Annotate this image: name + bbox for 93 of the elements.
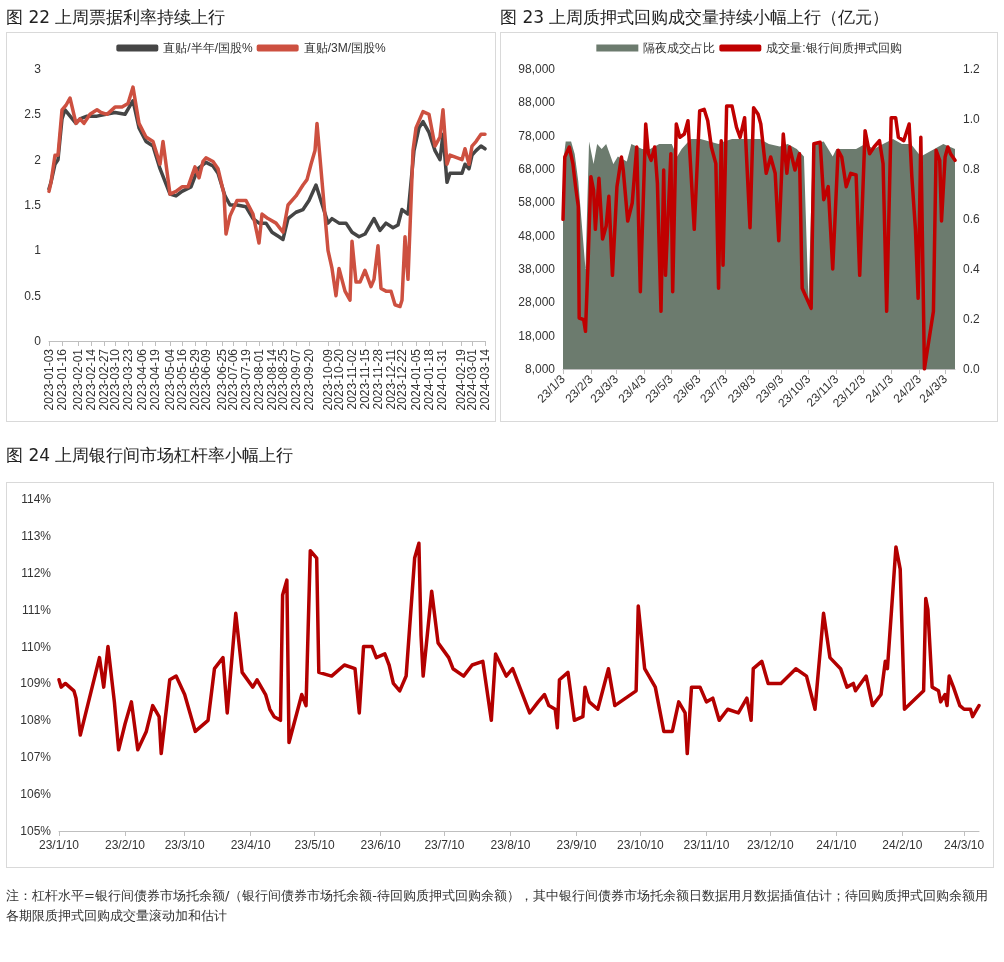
x-tick-label: 2023-04-19 xyxy=(148,348,162,411)
x-tick-label: 24/2/10 xyxy=(882,838,923,852)
y-tick-label: 3 xyxy=(34,62,42,76)
x-tick-label: 2024-01-31 xyxy=(435,348,449,411)
x-tick-label: 2023-12-11 xyxy=(384,348,398,410)
x-tick-label: 2023-11-02 xyxy=(345,348,359,410)
x-tick-label: 2023-02-27 xyxy=(97,348,111,411)
y2-tick-label: 0.8 xyxy=(963,162,981,176)
y2-tick-label: 0.4 xyxy=(963,262,981,276)
chart-title: 图 24 上周银行间市场杠杆率小幅上行 xyxy=(6,444,295,467)
y-tick-label: 2 xyxy=(34,152,42,167)
legend-label: 直贴/半年/国股% xyxy=(163,41,253,55)
x-tick-label: 2023-01-03 xyxy=(42,348,56,411)
x-tick-label: 23/9/10 xyxy=(556,838,597,852)
chart-title: 图 23 上周质押式回购成交量持续小幅上行（亿元） xyxy=(500,6,891,29)
y2-tick-label: 1.2 xyxy=(963,62,981,76)
y-tick-label: 114% xyxy=(21,492,52,506)
y-tick-label: 113% xyxy=(21,528,52,543)
text: 注：杠杆水平=银行间债券市场托余额/（银行间债券市场托余额-待回购质押式回购余额），其中银行间债券市场托余额日数据用月数据插值估计；待回购质押式回购余额用各期限质押式回购成交量滚动加和估计 xyxy=(6,887,989,925)
x-tick-label: 23/8/10 xyxy=(490,838,531,852)
chart-title: 图 22 上周票据利率持续上行 xyxy=(6,6,227,29)
x-tick-label: 2023-11-15 xyxy=(358,348,372,410)
x-tick-label: 23/10/10 xyxy=(617,838,665,852)
x-tick-label: 23/4/10 xyxy=(230,838,272,852)
legend-label: 直贴/3M/国股% xyxy=(303,41,386,55)
x-tick-label: 2023-07-06 xyxy=(226,348,240,411)
x-tick-label: 2023-09-20 xyxy=(302,348,316,411)
y-tick-label: 78,000 xyxy=(518,128,556,143)
x-tick-label: 23/5/10 xyxy=(294,838,335,852)
x-tick-label: 2023-02-01 xyxy=(71,348,85,411)
y-tick-label: 58,000 xyxy=(518,195,556,210)
y-tick-label: 105% xyxy=(20,824,52,838)
y-tick-label: 2.5 xyxy=(24,107,42,122)
x-tick-label: 2023-11-28 xyxy=(371,348,385,410)
y-tick-label: 106% xyxy=(20,787,52,802)
x-tick-label: 2023-10-09 xyxy=(321,348,335,411)
legend-label: 成交量:银行间质押式回购 xyxy=(766,41,902,55)
x-tick-label: 2024-01-18 xyxy=(422,348,436,411)
x-tick-label: 2023-03-10 xyxy=(108,348,122,411)
y2-tick-label: 0.0 xyxy=(963,362,981,376)
legend-label: 隔夜成交占比 xyxy=(643,41,716,55)
x-tick-label: 2023-05-29 xyxy=(188,348,202,411)
x-tick-label: 23/6/10 xyxy=(360,838,401,852)
x-tick-label: 2023-08-14 xyxy=(265,348,279,411)
x-tick-label: 2024-02-19 xyxy=(454,348,468,411)
y-tick-label: 28,000 xyxy=(518,295,556,310)
y-tick-label: 98,000 xyxy=(518,62,556,76)
y-tick-label: 110% xyxy=(21,639,52,654)
y2-tick-label: 0.6 xyxy=(963,212,981,226)
x-tick-label: 2023-08-25 xyxy=(276,348,290,411)
x-tick-label: 23/7/10 xyxy=(424,838,465,852)
y-tick-label: 0.5 xyxy=(24,288,42,303)
y-tick-label: 112% xyxy=(21,565,52,580)
y-tick-label: 1.5 xyxy=(24,198,42,212)
x-tick-label: 2023-09-07 xyxy=(289,348,303,411)
x-tick-label: 2023-08-01 xyxy=(252,348,266,411)
x-tick-label: 2023-12-22 xyxy=(395,348,409,411)
y-tick-label: 18,000 xyxy=(518,328,556,343)
x-tick-label: 24/1/10 xyxy=(816,838,857,852)
x-tick-label: 2023-02-14 xyxy=(84,348,98,411)
y-tick-label: 107% xyxy=(20,750,52,765)
y-tick-label: 48,000 xyxy=(518,228,556,243)
y-tick-label: 38,000 xyxy=(518,262,556,276)
y-tick-label: 1 xyxy=(34,243,42,258)
line-series xyxy=(57,541,981,756)
x-tick-label: 23/11/10 xyxy=(683,838,730,852)
x-tick-label: 2023-06-09 xyxy=(199,348,213,411)
x-tick-label: 2023-04-06 xyxy=(135,348,149,411)
y-tick-label: 109% xyxy=(20,676,52,691)
x-tick-label: 23/2/10 xyxy=(105,838,146,852)
y-tick-label: 111% xyxy=(22,602,52,617)
y-tick-label: 108% xyxy=(20,713,52,728)
y2-tick-label: 0.2 xyxy=(963,312,981,326)
y-tick-label: 8,000 xyxy=(524,362,556,376)
x-tick-label: 2023-03-23 xyxy=(121,348,135,411)
line-series xyxy=(47,85,487,309)
x-tick-label: 2023-05-04 xyxy=(163,348,177,411)
x-tick-label: 2023-07-19 xyxy=(239,348,253,411)
y-tick-label: 88,000 xyxy=(518,95,556,110)
x-tick-label: 2023-05-16 xyxy=(175,348,189,411)
x-tick-label: 23/3/10 xyxy=(164,838,205,852)
x-tick-label: 24/3/10 xyxy=(944,838,985,852)
x-tick-label: 2024-03-14 xyxy=(478,348,492,411)
x-tick-label: 2023-06-25 xyxy=(215,348,229,411)
x-tick-label: 23/1/10 xyxy=(38,838,80,852)
x-tick-label: 23/12/10 xyxy=(746,838,794,852)
y-tick-label: 68,000 xyxy=(518,162,556,176)
y-tick-label: 0 xyxy=(34,334,42,348)
x-tick-label: 2023-01-16 xyxy=(55,348,69,411)
y2-tick-label: 1.0 xyxy=(963,112,981,126)
x-tick-label: 2024-03-01 xyxy=(465,348,479,411)
x-tick-label: 2024-01-05 xyxy=(409,348,423,411)
x-tick-label: 2023-10-20 xyxy=(332,348,346,411)
